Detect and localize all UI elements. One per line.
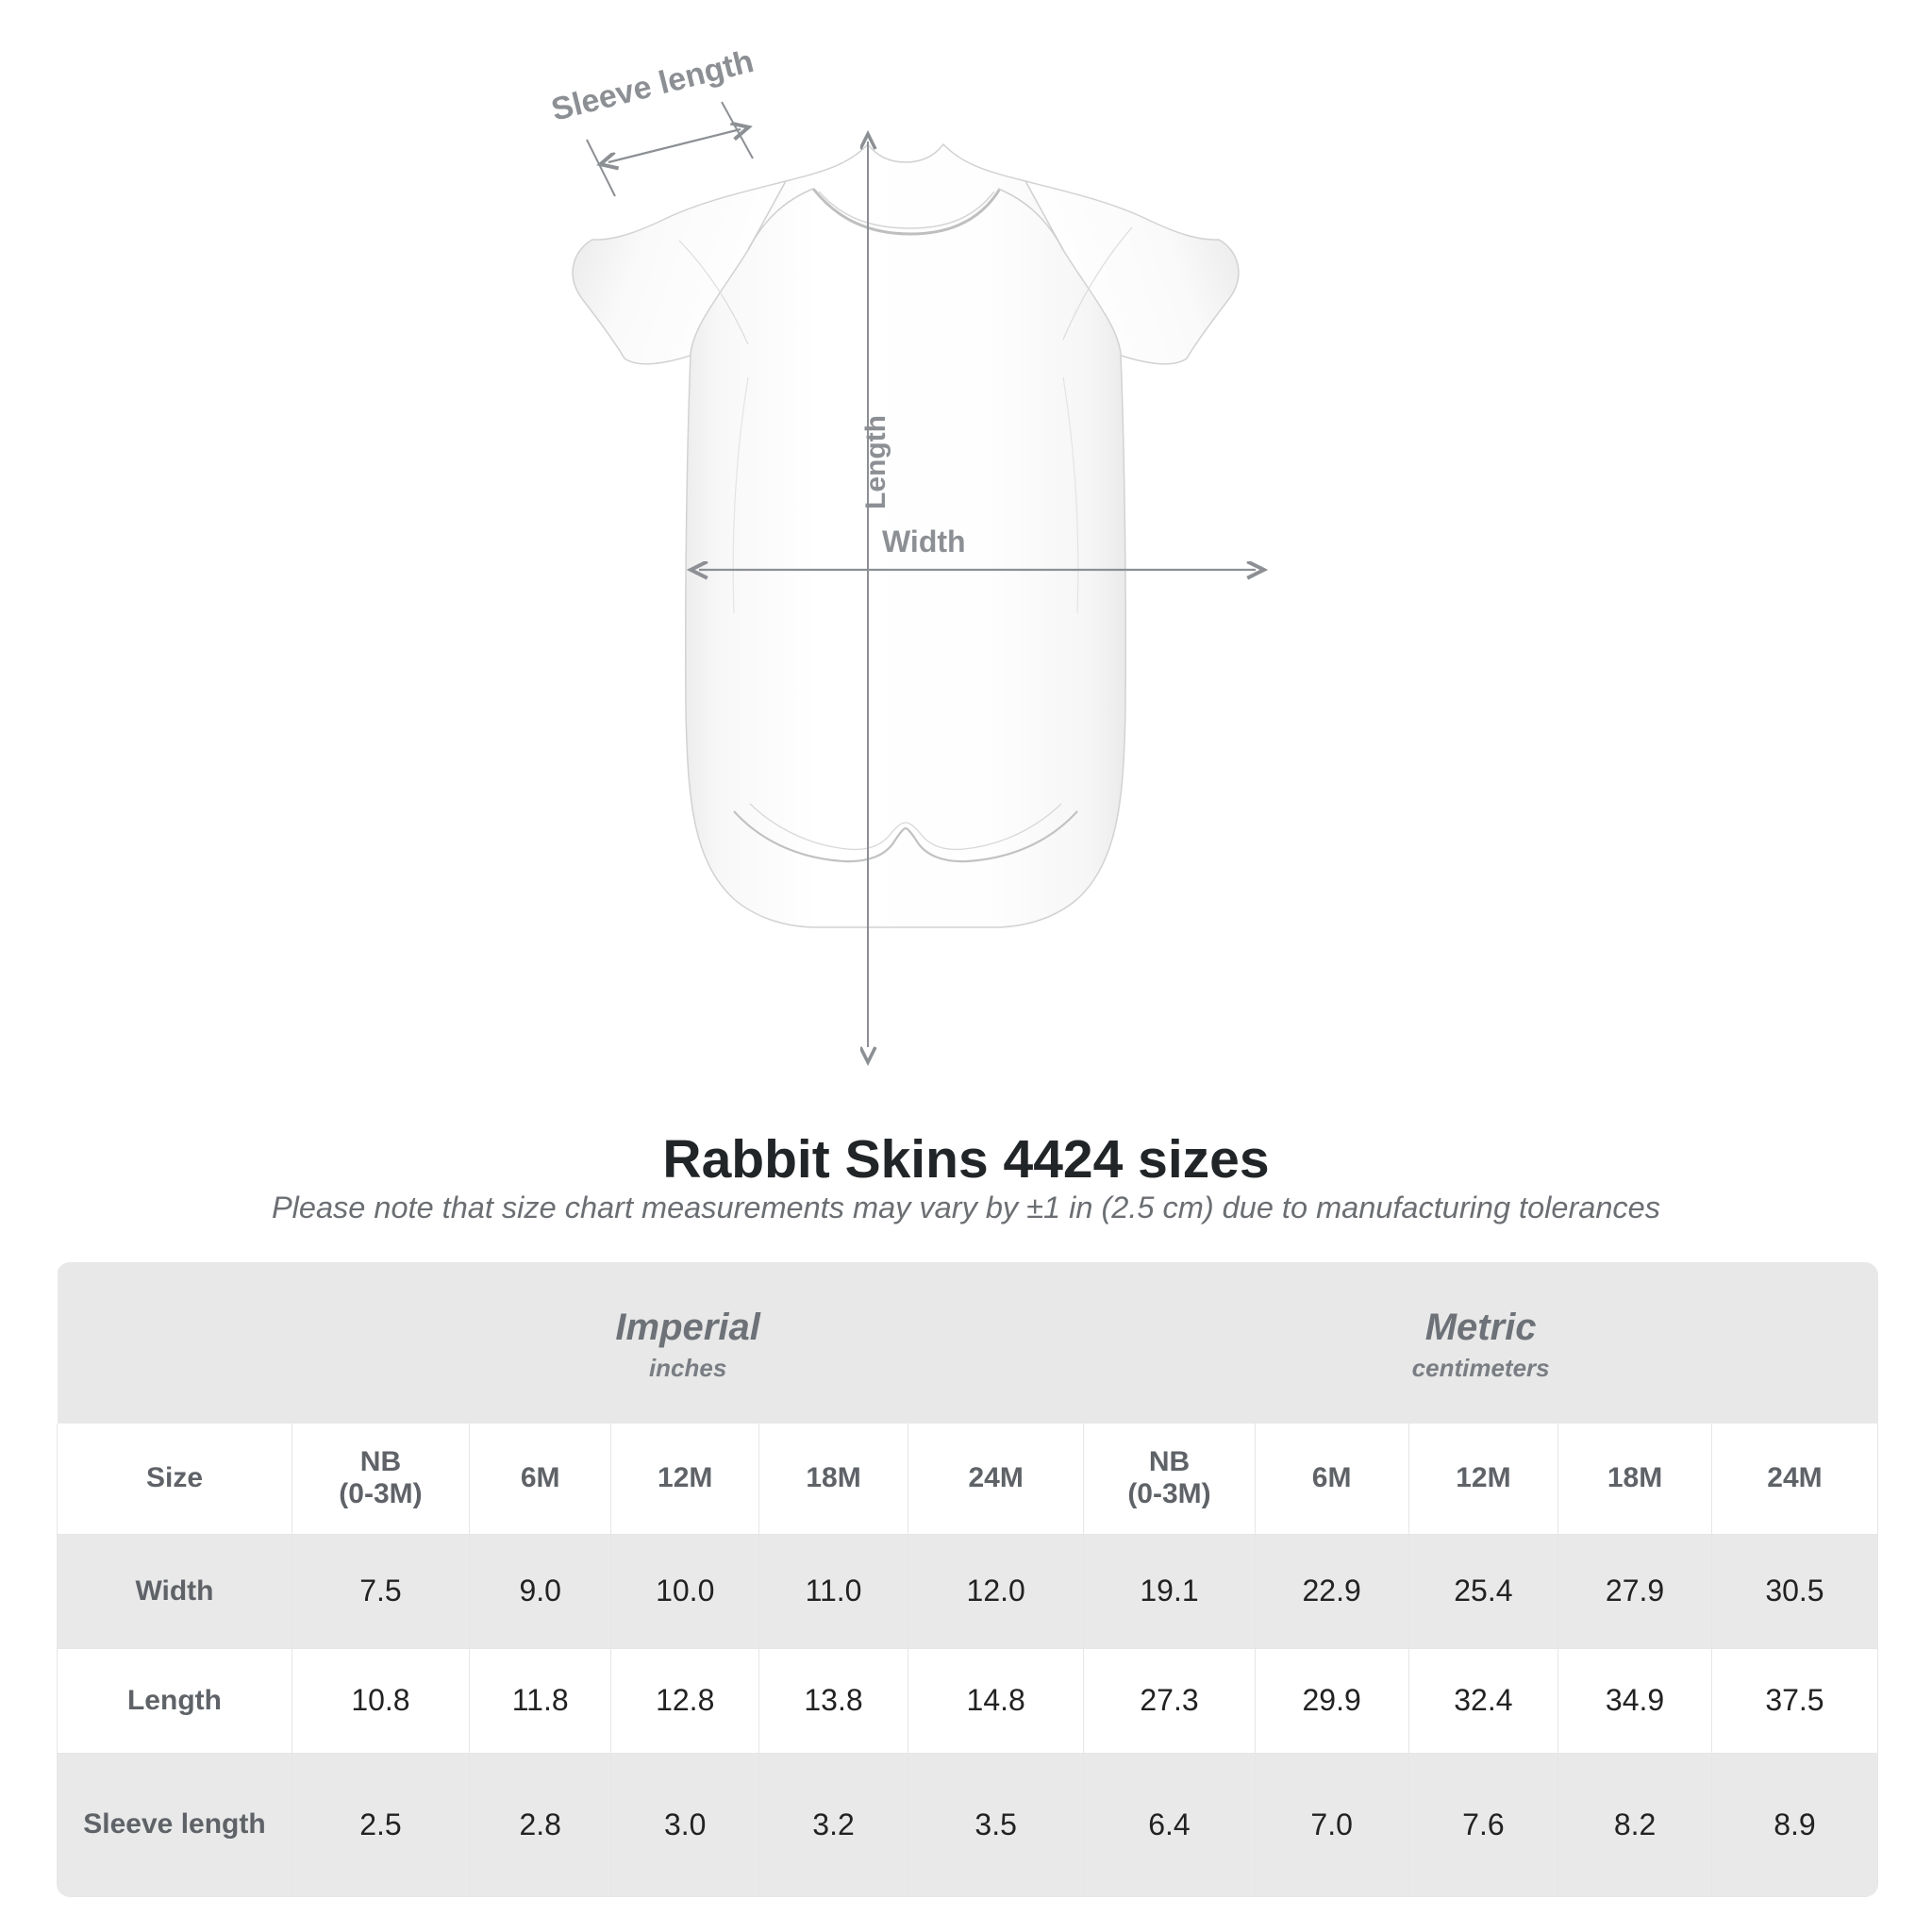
svg-text:Sleeve length: Sleeve length bbox=[548, 43, 758, 128]
svg-text:Length: Length bbox=[860, 415, 891, 509]
svg-text:Width: Width bbox=[882, 525, 966, 558]
